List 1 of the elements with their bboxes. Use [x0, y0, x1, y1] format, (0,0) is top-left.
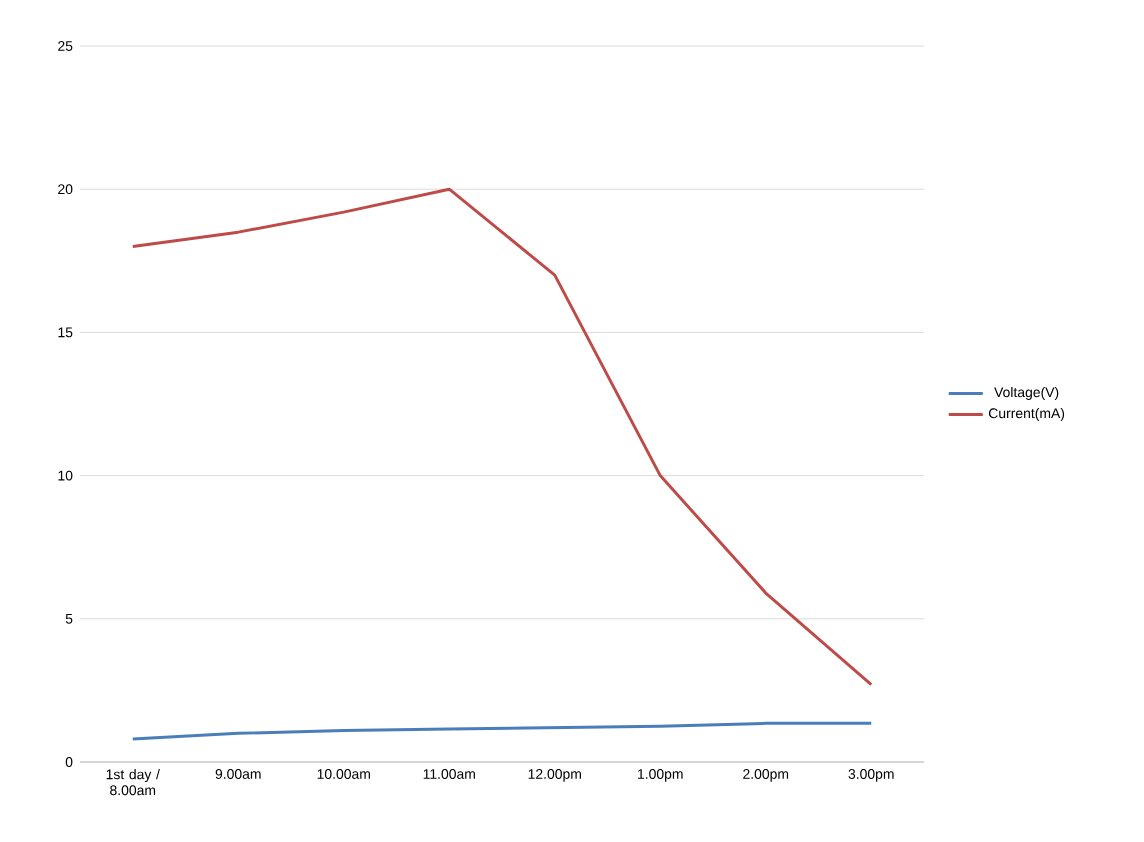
line-series	[131, 187, 873, 687]
